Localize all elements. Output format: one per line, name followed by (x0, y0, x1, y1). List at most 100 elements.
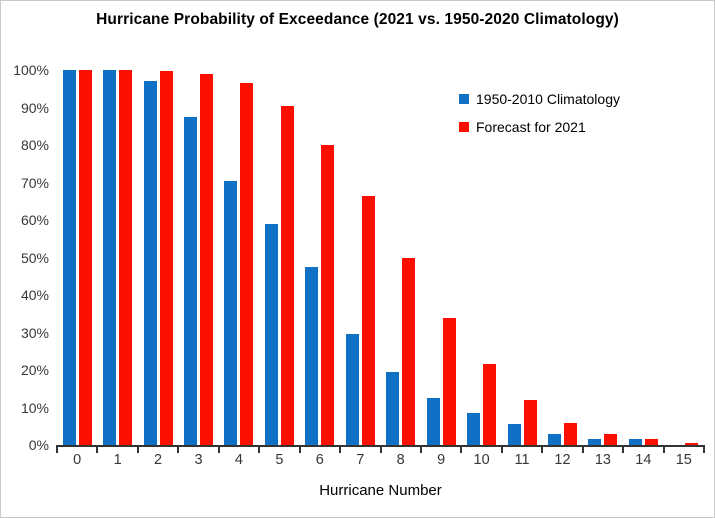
category-group (421, 70, 461, 445)
y-tick-label: 90% (20, 99, 49, 116)
legend-label-climatology: 1950-2010 Climatology (476, 91, 620, 107)
bar-forecast (604, 433, 618, 445)
bar-climatology (264, 223, 278, 445)
x-tick-label: 1 (113, 452, 122, 468)
y-tick-label: 10% (20, 399, 49, 416)
category-group (583, 70, 623, 445)
bar-forecast (685, 443, 699, 445)
category-group (542, 70, 582, 445)
category-group (138, 70, 178, 445)
x-tick-mark (500, 445, 503, 453)
bars-layer (57, 70, 704, 445)
category-group (259, 70, 299, 445)
x-tick-mark (379, 445, 382, 453)
category-group (178, 70, 218, 445)
y-tick-label: 70% (20, 174, 49, 191)
bar-forecast (78, 70, 92, 445)
legend-item-climatology: 1950-2010 Climatology (459, 91, 620, 107)
bar-forecast (402, 257, 416, 445)
y-axis: 100% 90% 80% 70% 60% 50% 40% 30% 20% 10% 0% (1, 1, 51, 517)
x-tick-mark (662, 445, 665, 453)
y-tick-label: 80% (20, 137, 49, 153)
x-tick-label: 13 (594, 452, 611, 468)
bar-climatology (588, 439, 602, 445)
x-tick-mark (258, 445, 261, 453)
x-tick-label: 12 (554, 452, 571, 468)
category-group (461, 70, 501, 445)
y-tick-label: 30% (20, 324, 49, 341)
legend-swatch-forecast-icon (459, 122, 469, 132)
x-tick-mark (339, 445, 342, 453)
x-tick-mark (136, 445, 139, 453)
bar-climatology (224, 180, 238, 445)
category-group (97, 70, 137, 445)
x-tick-mark (703, 445, 705, 453)
bar-climatology (426, 398, 440, 445)
bar-climatology (467, 413, 481, 445)
bar-climatology (547, 433, 561, 445)
x-tick-mark (217, 445, 220, 453)
y-tick-label: 0% (28, 437, 49, 453)
x-tick-mark (298, 445, 301, 453)
bar-forecast (119, 70, 133, 445)
bar-climatology (628, 439, 642, 445)
y-tick-label: 50% (20, 249, 49, 266)
x-tick-mark (56, 445, 58, 453)
bar-climatology (103, 70, 117, 445)
x-tick-label: 15 (675, 452, 692, 468)
bar-climatology (345, 334, 359, 445)
x-tick-label: 3 (194, 452, 203, 468)
category-group (381, 70, 421, 445)
category-group (57, 70, 97, 445)
x-tick-label: 14 (635, 452, 652, 468)
x-tick-label: 10 (473, 452, 490, 468)
bar-forecast (200, 73, 214, 445)
bar-climatology (386, 371, 400, 445)
bar-climatology (143, 81, 157, 445)
x-tick-label: 4 (234, 452, 243, 468)
x-tick-label: 8 (396, 452, 405, 468)
category-group (219, 70, 259, 445)
bar-forecast (523, 400, 537, 445)
x-tick-label: 6 (315, 452, 324, 468)
x-tick-label: 11 (514, 452, 530, 468)
x-tick-mark (460, 445, 463, 453)
category-group (623, 70, 663, 445)
y-tick-label: 40% (20, 287, 49, 303)
bar-forecast (442, 317, 456, 445)
y-tick-label: 100% (13, 62, 49, 78)
x-tick-label: 5 (275, 452, 284, 468)
category-group (502, 70, 542, 445)
bar-climatology (305, 266, 319, 445)
legend: 1950-2010 Climatology Forecast for 2021 (459, 91, 620, 135)
bar-climatology (184, 116, 198, 445)
legend-item-forecast: Forecast for 2021 (459, 119, 620, 135)
y-tick-label: 60% (20, 212, 49, 228)
bar-climatology (62, 70, 76, 445)
x-tick-label: 0 (73, 452, 82, 468)
x-tick-label: 2 (154, 452, 163, 468)
bar-forecast (159, 71, 173, 445)
bar-forecast (321, 145, 335, 445)
category-group (340, 70, 380, 445)
x-tick-mark (581, 445, 584, 453)
x-axis-title: Hurricane Number (319, 482, 442, 499)
x-tick-mark (541, 445, 544, 453)
x-tick-mark (622, 445, 625, 453)
bar-forecast (644, 439, 658, 445)
x-tick-mark (96, 445, 99, 453)
x-tick-mark (177, 445, 180, 453)
x-tick-label: 7 (356, 452, 365, 468)
bar-forecast (280, 105, 294, 445)
chart-title: Hurricane Probability of Exceedance (202… (96, 11, 619, 28)
category-group (300, 70, 340, 445)
legend-label-forecast: Forecast for 2021 (476, 119, 586, 135)
bar-climatology (507, 424, 521, 445)
bar-forecast (563, 422, 577, 445)
legend-swatch-climatology-icon (459, 94, 469, 104)
x-axis-labels: 0 1 2 3 4 5 6 7 8 9 10 11 12 13 14 15 (57, 452, 704, 468)
plot-area (56, 70, 705, 453)
bar-forecast (361, 195, 375, 445)
bar-forecast (240, 83, 254, 445)
